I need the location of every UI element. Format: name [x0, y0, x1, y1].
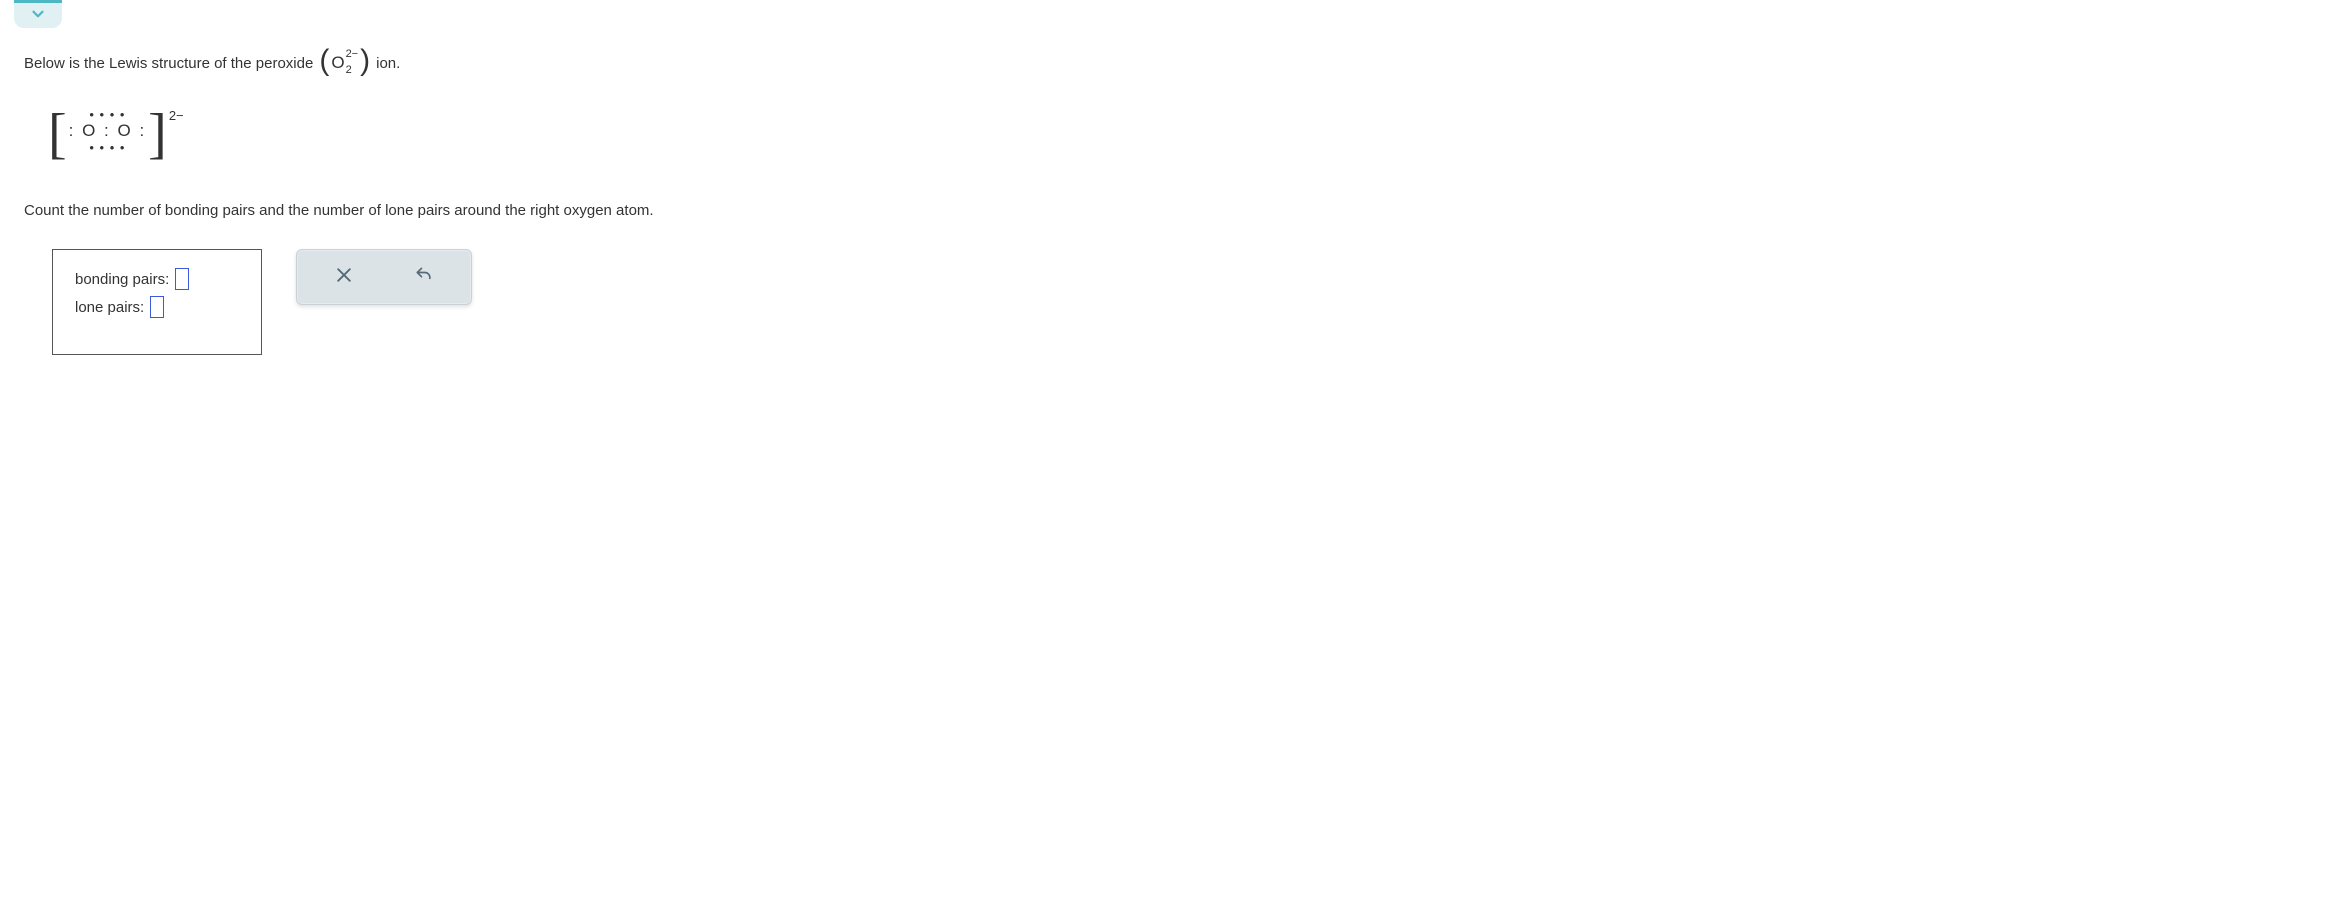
formula-base: O [331, 53, 344, 73]
lewis-middle: : O : O : [69, 122, 147, 141]
paren-right: ) [360, 46, 370, 76]
lewis-charge: 2− [169, 108, 184, 123]
paren-left: ( [319, 46, 329, 76]
intro-text: Below is the Lewis structure of the pero… [24, 48, 2320, 78]
formula-sub: 2 [346, 65, 359, 76]
peroxide-formula: ( O 2− 2 ) [319, 48, 370, 78]
lewis-top-dots: • • • • [83, 108, 131, 122]
collapse-toggle[interactable] [14, 0, 62, 28]
intro-suffix: ion. [376, 55, 400, 72]
question-content: Below is the Lewis structure of the pero… [0, 28, 2344, 375]
chevron-down-icon [29, 5, 47, 27]
x-icon [334, 265, 354, 289]
undo-icon [414, 265, 434, 289]
lone-pairs-input[interactable] [150, 296, 164, 318]
answer-box: bonding pairs: lone pairs: [52, 249, 262, 355]
formula-sup: 2− [346, 49, 359, 60]
lone-pairs-label: lone pairs: [75, 299, 144, 316]
lewis-structure: [ • • • • : O : O : • • • • ] 2− [48, 106, 2320, 162]
lewis-bottom-dots: • • • • [83, 141, 131, 155]
bracket-right: ] [148, 106, 167, 162]
bonding-pairs-input[interactable] [175, 268, 189, 290]
answer-toolbar [296, 249, 472, 305]
question-text: Count the number of bonding pairs and th… [24, 202, 2320, 219]
reset-button[interactable] [411, 264, 437, 290]
intro-prefix: Below is the Lewis structure of the pero… [24, 55, 313, 72]
bracket-left: [ [48, 106, 67, 162]
clear-button[interactable] [331, 264, 357, 290]
bonding-pairs-label: bonding pairs: [75, 271, 169, 288]
